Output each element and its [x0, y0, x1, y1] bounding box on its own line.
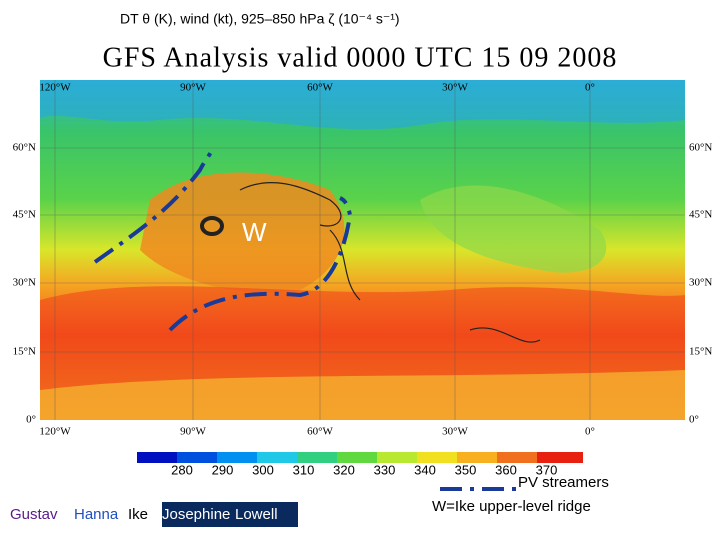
lat-label: 60°N — [13, 142, 36, 154]
lon-label: 30°W — [442, 82, 468, 94]
storm-name: Hanna — [74, 506, 119, 523]
storm-highlight — [162, 502, 298, 527]
storm-name: Josephine — [162, 506, 230, 523]
lat-label: 15°N — [13, 346, 36, 358]
lat-label: 0° — [26, 414, 36, 426]
lat-label: 30°N — [689, 277, 712, 289]
colorbar-label: 300 — [252, 462, 274, 477]
lon-label: 0° — [585, 82, 595, 94]
colorbar-label: 330 — [374, 462, 396, 477]
colorbar — [137, 452, 583, 463]
storm-name: Lowell — [235, 506, 278, 523]
storm-name: Ike — [128, 506, 148, 523]
lon-label: 30°W — [442, 426, 468, 438]
lat-label: 60°N — [689, 142, 712, 154]
lon-label: 90°W — [180, 426, 206, 438]
legend-streamers: PV streamers — [518, 474, 609, 491]
colorbar-label: 340 — [414, 462, 436, 477]
ridge-marker: W — [242, 217, 267, 247]
lat-label: 15°N — [689, 346, 712, 358]
map-title: GFS Analysis valid 0000 UTC 15 09 2008 — [103, 42, 618, 73]
lat-label: 0° — [689, 414, 699, 426]
colorbar-label: 310 — [293, 462, 315, 477]
legend-ridge: W=Ike upper-level ridge — [432, 498, 591, 515]
colorbar-label: 320 — [333, 462, 355, 477]
colorbar-label: 360 — [495, 462, 517, 477]
lat-label: 45°N — [689, 209, 712, 221]
lon-label: 120°W — [39, 82, 71, 94]
lon-label: 0° — [585, 426, 595, 438]
lon-label: 60°W — [307, 82, 333, 94]
storm-name: Gustav — [10, 506, 58, 523]
colorbar-label: 280 — [171, 462, 193, 477]
lon-label: 60°W — [307, 426, 333, 438]
header-title: DT θ (K), wind (kt), 925–850 hPa ζ (10⁻⁴… — [120, 11, 400, 27]
colorbar-label: 370 — [536, 462, 558, 477]
lat-label: 45°N — [13, 209, 36, 221]
lat-label: 30°N — [13, 277, 36, 289]
colorbar-label: 350 — [455, 462, 477, 477]
lon-label: 90°W — [180, 82, 206, 94]
colorbar-label: 290 — [212, 462, 234, 477]
map — [40, 80, 685, 420]
lon-label: 120°W — [39, 426, 71, 438]
